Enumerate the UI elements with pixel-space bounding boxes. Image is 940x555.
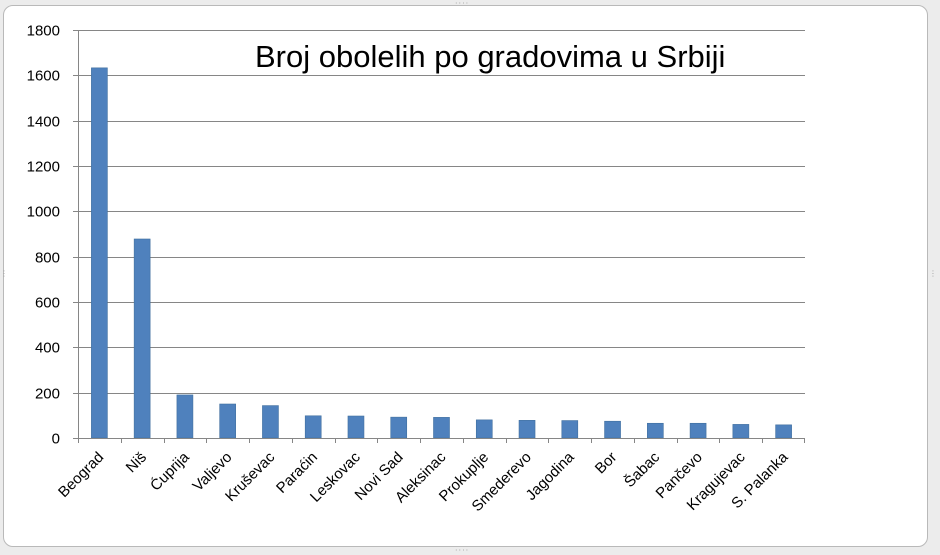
resize-handle-bottom[interactable]: ···· [455,546,470,555]
y-tick-label: 400 [35,340,60,357]
bar [219,403,236,439]
bar [262,405,279,439]
gridlines [78,30,805,394]
bar [433,417,450,439]
bar [732,424,750,439]
x-tick-labels: Beograd NišĆuprijaValjevoKruševacParaćinL… [55,438,805,515]
bars [91,67,792,439]
resize-handle-right[interactable]: ⋮ [929,269,938,278]
chart-title: Broj obolelih po gradovima u Srbiji [255,39,725,74]
y-tick-label: 1200 [27,159,60,176]
x-tick-label: Ćuprija [147,448,193,494]
y-tick-label: 800 [35,250,60,267]
y-tick-label: 1400 [27,114,60,131]
bar [390,416,408,439]
y-tick-label: 200 [35,386,60,403]
chart-frame[interactable] [3,5,928,547]
resize-handle-top[interactable]: ···· [455,0,470,8]
x-tick-label: Jagodina [523,448,579,504]
bar [689,422,707,439]
bar [561,420,579,439]
bar [176,394,194,439]
x-tick-label: Beograd [55,449,107,501]
bar [647,422,664,439]
y-tick-label: 1800 [27,23,60,40]
y-tick-labels: 0 200 400 600 800 1000 1200 1400 1600 1800 [27,23,78,448]
bar [133,238,151,439]
bar [518,420,536,439]
x-tick-label: Bor [592,449,621,478]
bar [475,419,493,439]
bar [775,424,792,439]
y-tick-label: 0 [52,431,60,448]
x-tick-label: Niš [123,449,150,476]
bar [304,415,322,439]
y-tick-label: 1000 [27,204,60,221]
y-tick-label: 600 [35,295,60,312]
bar [604,420,621,439]
bar [347,415,365,439]
y-tick-label: 1600 [27,68,60,85]
resize-handle-left[interactable]: ⋮ [0,270,8,278]
bar [91,67,108,439]
axes [78,30,805,439]
